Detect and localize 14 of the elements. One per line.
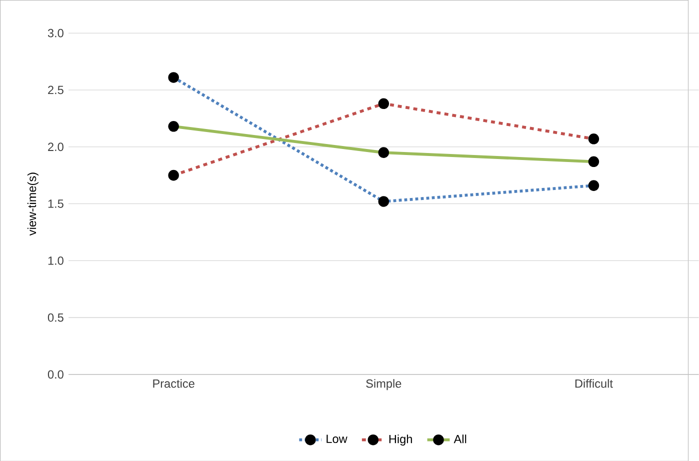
y-tick-label: 2.5	[48, 86, 64, 94]
y-axis-title: view-time(s)	[27, 172, 38, 236]
y-tick-label: 0.0	[48, 370, 64, 378]
y-tick-label: 1.5	[48, 199, 64, 208]
y-tick-label: 1.0	[48, 256, 64, 265]
x-tick-label: Practice	[153, 378, 194, 388]
legend-label: High	[389, 434, 412, 446]
x-tick-label: Difficult	[575, 378, 613, 388]
legend-label: Low	[326, 434, 348, 443]
y-tick-label: 0.5	[48, 313, 64, 322]
y-tick-label: 3.0	[48, 28, 64, 38]
x-tick-label: Simple	[366, 378, 402, 390]
legend-label: All	[454, 434, 466, 443]
y-tick-label: 2.0	[48, 142, 64, 151]
